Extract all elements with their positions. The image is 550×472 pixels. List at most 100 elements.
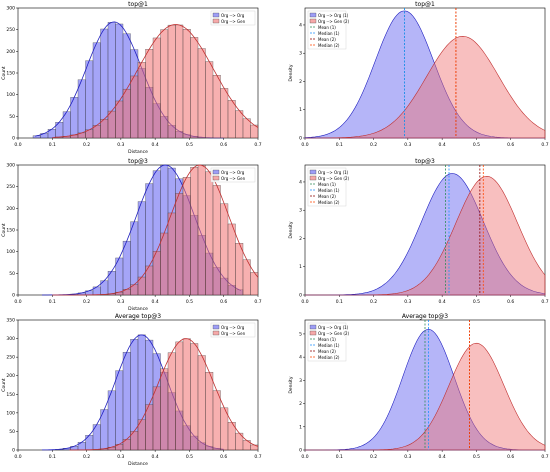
legend-box xyxy=(307,322,347,362)
x-tick-label: 0.1 xyxy=(336,142,343,148)
histogram-bar xyxy=(182,338,191,451)
histogram-bar xyxy=(122,240,131,296)
y-tick-label: 150 xyxy=(6,392,15,398)
histogram-bar xyxy=(167,24,176,139)
x-tick-label: 0.3 xyxy=(404,454,411,460)
x-tick-label: 0.6 xyxy=(220,299,227,305)
y-tick-label: 50 xyxy=(9,114,15,120)
y-tick-label: 200 xyxy=(6,206,15,212)
y-tick-label: 100 xyxy=(6,249,15,255)
y-tick-label: 200 xyxy=(6,49,15,55)
y-tick-label: 200 xyxy=(6,373,15,379)
x-tick-label: 0.0 xyxy=(14,142,21,148)
density-area-2 xyxy=(305,175,546,296)
x-tick-label: 0.6 xyxy=(507,454,514,460)
histogram-bar xyxy=(205,61,214,139)
x-tick-label: 0.5 xyxy=(473,299,480,305)
x-tick-label: 0.3 xyxy=(117,299,124,305)
chart-panel-4: 0.0 0.1 0.2 0.3 0.4 0.5 0.6 0.7 0 1 2 3 4 top@3 Densit… xyxy=(288,158,549,305)
legend-box xyxy=(210,167,256,183)
legend-swatch xyxy=(309,12,317,18)
legend-box xyxy=(307,10,347,50)
x-tick-label: 0.1 xyxy=(49,142,56,148)
histogram-bar xyxy=(152,250,161,296)
y-tick-label: 0 xyxy=(299,136,302,142)
x-tick-label: 0.4 xyxy=(152,299,159,305)
x-tick-label: 0.0 xyxy=(301,299,308,305)
y-tick-label: 1 xyxy=(299,424,302,430)
legend-label: Org --> Org xyxy=(221,170,245,175)
x-tick-label: 0.0 xyxy=(301,142,308,148)
y-tick-label: 5 xyxy=(299,331,302,337)
histogram-bar xyxy=(227,100,236,139)
x-tick-label: 0.2 xyxy=(83,299,90,305)
legend-label: Org --> Gen xyxy=(221,331,246,336)
histogram-bar xyxy=(85,60,94,139)
x-tick-label: 0.6 xyxy=(507,142,514,148)
histogram-bar xyxy=(197,355,206,451)
legend-label: Mean (2) xyxy=(318,349,336,354)
legend-label: Mean (1) xyxy=(318,182,336,187)
x-tick-label: 0.1 xyxy=(49,454,56,460)
histogram-bar xyxy=(137,62,146,139)
y-tick-label: 50 xyxy=(9,271,15,277)
histogram-bar xyxy=(205,372,214,451)
legend-label: Median (2) xyxy=(318,43,340,48)
legend-label: Org --> Gen (2) xyxy=(318,176,350,181)
y-tick-label: 0 xyxy=(299,293,302,299)
legend-box xyxy=(307,167,347,207)
histogram-bar xyxy=(220,88,229,139)
x-tick-label: 0.2 xyxy=(370,299,377,305)
legend-label: Mean (2) xyxy=(318,194,336,199)
y-tick-label: 0 xyxy=(12,293,15,299)
histogram-bar xyxy=(205,171,214,296)
chart-title: top@1 xyxy=(128,1,148,8)
y-tick-label: 100 xyxy=(6,410,15,416)
y-tick-label: 50 xyxy=(9,429,15,435)
legend-label: Mean (1) xyxy=(318,25,336,30)
histogram-bar xyxy=(115,100,124,139)
y-tick-label: 250 xyxy=(6,27,15,33)
y-axis-label: Density xyxy=(288,221,294,238)
legend-label: Org --> Gen (2) xyxy=(318,331,350,336)
y-tick-label: 1 xyxy=(299,264,302,270)
x-tick-label: 0.6 xyxy=(507,299,514,305)
histogram-bar xyxy=(212,390,221,451)
x-tick-label: 0.2 xyxy=(83,142,90,148)
histogram-bar xyxy=(235,110,244,139)
x-axis-label: Distance xyxy=(128,306,148,312)
legend-swatch xyxy=(212,175,220,181)
x-tick-label: 0.3 xyxy=(404,299,411,305)
y-tick-label: 350 xyxy=(6,318,15,324)
y-tick-label: 300 xyxy=(6,336,15,342)
y-tick-label: 250 xyxy=(6,355,15,361)
y-axis-label: Count xyxy=(1,223,7,237)
histogram-bar xyxy=(145,404,154,451)
histogram-bar xyxy=(77,442,86,451)
legend-label: Org --> Gen (2) xyxy=(318,19,350,24)
x-tick-label: 0.5 xyxy=(473,142,480,148)
x-tick-label: 0.7 xyxy=(254,142,261,148)
histogram-bar xyxy=(77,79,86,139)
series-2 xyxy=(69,338,259,451)
y-tick-label: 4 xyxy=(299,22,302,28)
histogram-bar xyxy=(160,29,169,139)
density-area-2 xyxy=(305,35,546,139)
series-2 xyxy=(52,164,259,296)
histogram-bar xyxy=(152,37,161,139)
histogram-bar xyxy=(220,203,229,296)
legend-swatch xyxy=(212,324,220,330)
legend-swatch xyxy=(212,330,220,336)
histogram-bar xyxy=(160,368,169,451)
y-tick-label: 300 xyxy=(6,6,15,12)
chart-panel-5: 0.0 0.1 0.2 0.3 0.4 0.5 0.6 0.7 0 50 100 150 200 250 3… xyxy=(1,313,262,467)
x-axis-label: Distance xyxy=(128,461,148,467)
y-axis-label: Count xyxy=(1,66,7,80)
legend-label: Org --> Gen xyxy=(221,19,246,24)
histogram-bar xyxy=(167,212,176,296)
legend-label: Org --> Org (1) xyxy=(318,325,349,330)
histogram-bar xyxy=(130,75,139,139)
